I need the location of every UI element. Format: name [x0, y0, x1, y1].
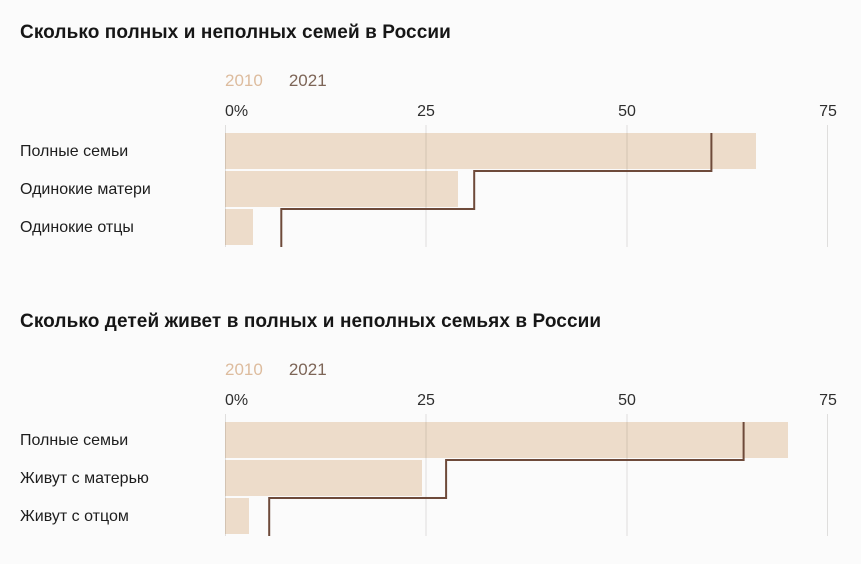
category-label: Полные семьи — [20, 143, 129, 160]
bar-row — [225, 133, 828, 171]
x-axis: 0% 25 50 75 — [225, 392, 837, 412]
axis-tick-label: 75 — [819, 103, 837, 120]
plot-area — [225, 414, 828, 536]
children-chart-section: Сколько детей живет в полных и неполных … — [20, 311, 841, 536]
bar-2010 — [225, 171, 459, 207]
legend-item-2021: 2021 — [288, 71, 327, 90]
legend-item-2010: 2010 — [225, 360, 263, 379]
legend-item-2021: 2021 — [288, 360, 327, 379]
axis-tick-label: 50 — [618, 103, 636, 120]
category-label: Одинокие отцы — [20, 219, 134, 236]
bar-2010 — [225, 422, 788, 458]
bar-row — [225, 498, 828, 536]
legend-item-2010: 2010 — [225, 71, 263, 90]
x-axis: 0% 25 50 75 — [225, 103, 837, 123]
category-labels-column: Полные семьи Живут с матерью Живут с отц… — [20, 360, 225, 536]
axis-tick-label: 25 — [417, 392, 435, 409]
chart-body: Полные семьи Одинокие матери Одинокие от… — [20, 71, 841, 247]
chart-title: Сколько полных и неполных семей в России — [20, 22, 451, 43]
chart-legend: 2010 2021 — [225, 71, 828, 91]
bar-2010 — [225, 460, 422, 496]
plot-column: 2010 2021 0% 25 50 75 — [225, 360, 837, 536]
category-label: Живут с отцом — [20, 508, 129, 525]
bar-row — [225, 422, 828, 460]
chart-body: Полные семьи Живут с матерью Живут с отц… — [20, 360, 841, 536]
axis-tick-label: 0% — [225, 392, 249, 409]
bar-2010 — [225, 498, 250, 534]
category-label: Одинокие матери — [20, 181, 151, 198]
axis-tick-label: 0% — [225, 103, 249, 120]
axis-tick-label: 50 — [618, 392, 636, 409]
chart-title: Сколько детей живет в полных и неполных … — [20, 311, 602, 332]
axis-tick-label: 25 — [417, 103, 435, 120]
bar-row — [225, 209, 828, 247]
families-chart-section: Сколько полных и неполных семей в России… — [20, 22, 841, 247]
category-label: Живут с матерью — [20, 470, 149, 487]
plot-column: 2010 2021 0% 25 50 75 — [225, 71, 837, 247]
chart-legend: 2010 2021 — [225, 360, 828, 380]
plot-area — [225, 125, 828, 247]
bar-row — [225, 460, 828, 498]
category-labels-column: Полные семьи Одинокие матери Одинокие от… — [20, 71, 225, 247]
bar-row — [225, 171, 828, 209]
axis-tick-label: 75 — [819, 392, 837, 409]
category-label: Полные семьи — [20, 432, 129, 449]
bar-2010 — [225, 133, 756, 169]
bar-2010 — [225, 209, 254, 245]
